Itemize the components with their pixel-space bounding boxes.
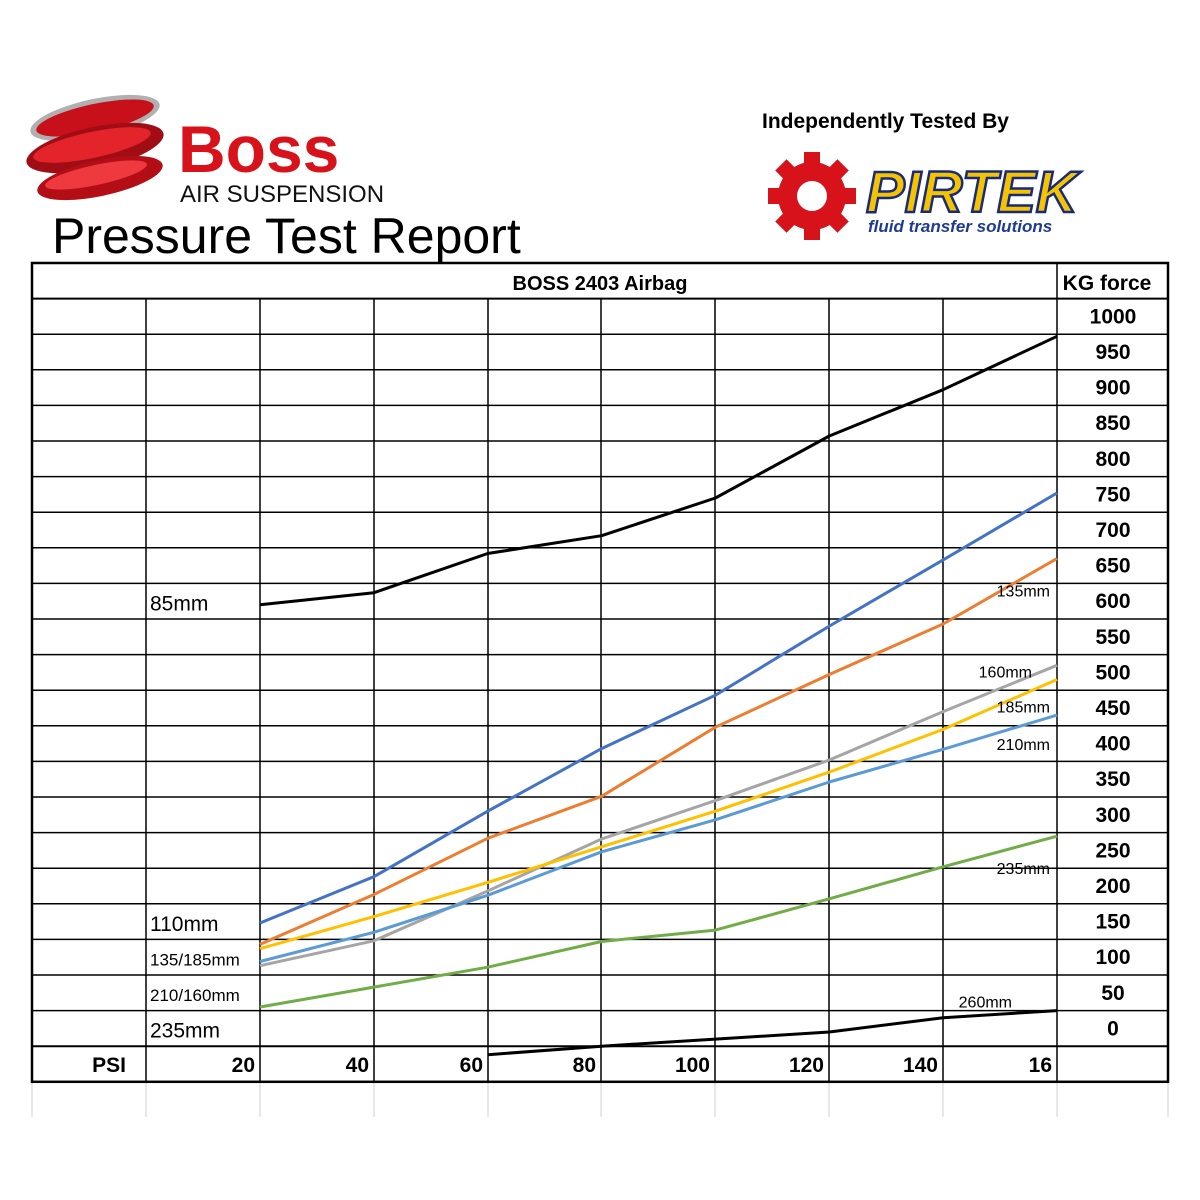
faint-grid-extension [31, 1081, 1169, 1117]
x-tick-label: 40 [346, 1054, 369, 1077]
left-label: 210/160mm [150, 986, 240, 1005]
y-tick-label: 450 [1095, 697, 1130, 720]
chart-grid [30, 261, 1170, 1084]
x-tick-label: 120 [789, 1054, 824, 1077]
left-label: 235mm [150, 1020, 220, 1043]
y-tick-label: 300 [1095, 804, 1130, 827]
pirtek-gear-icon [768, 152, 856, 240]
series-line [259, 678, 1058, 951]
y-tick-label: 650 [1095, 555, 1130, 578]
y-tick-labels: 1000950900850800750700650600550500450400… [1090, 305, 1137, 1040]
pirtek-logo-text: PIRTEK [866, 160, 1082, 225]
airbag-icon [26, 94, 164, 201]
table-border [30, 261, 1170, 1084]
series-label: 160mm [979, 664, 1032, 681]
pirtek-logo-sub: fluid transfer solutions [868, 217, 1052, 236]
y-tick-label: 950 [1095, 341, 1130, 364]
series-line [259, 663, 1058, 968]
y-tick-label: 400 [1095, 733, 1130, 756]
x-tick-label: 20 [232, 1054, 255, 1077]
y-tick-label: 150 [1095, 911, 1130, 934]
chart-title: BOSS 2403 Airbag [513, 273, 688, 295]
y-tick-label: 550 [1095, 626, 1130, 649]
left-label: 110mm [150, 913, 218, 936]
x-tick-label: 80 [573, 1054, 596, 1077]
x-axis-label: PSI [92, 1054, 126, 1077]
x-tick-label: 60 [460, 1054, 483, 1077]
series-line [259, 834, 1058, 1009]
boss-logo-text: Boss [178, 112, 339, 186]
x-tick-label: 140 [903, 1054, 938, 1077]
y-tick-label: 750 [1095, 483, 1130, 506]
y-tick-label: 800 [1095, 448, 1130, 471]
y-tick-label: 250 [1095, 839, 1130, 862]
left-label: 135/185mm [150, 950, 240, 969]
y-axis-label: KG force [1063, 272, 1152, 295]
page-title: Pressure Test Report [52, 208, 521, 264]
y-tick-label: 1000 [1090, 305, 1137, 328]
y-tick-label: 700 [1095, 519, 1130, 542]
boss-logo: Boss AIR SUSPENSION [26, 94, 384, 208]
series-label: 185mm [997, 700, 1050, 717]
boss-logo-sub: AIR SUSPENSION [180, 181, 384, 208]
series-label: 210mm [997, 737, 1050, 754]
y-tick-label: 200 [1095, 875, 1130, 898]
series-line [259, 491, 1058, 925]
y-tick-label: 50 [1101, 982, 1124, 1005]
left-labels: 85mm 110mm 135/185mm 210/160mm 235mm [150, 592, 240, 1042]
x-tick-label: 100 [675, 1054, 710, 1077]
series-line [259, 334, 1058, 607]
series-label: 235mm [997, 861, 1050, 878]
series-line [259, 557, 1058, 946]
y-tick-label: 600 [1095, 590, 1130, 613]
y-tick-label: 850 [1095, 412, 1130, 435]
series-line [487, 1009, 1058, 1057]
y-tick-label: 0 [1107, 1017, 1119, 1040]
x-tick-label: 16 [1029, 1054, 1052, 1077]
y-tick-label: 900 [1095, 377, 1130, 400]
tested-by-text: Independently Tested By [762, 110, 1009, 133]
pirtek-logo: PIRTEK fluid transfer solutions [768, 152, 1083, 240]
left-label: 85mm [150, 592, 208, 615]
series-labels: 135mm 160mm 185mm 210mm 235mm 260mm [959, 583, 1050, 1011]
y-tick-label: 500 [1095, 661, 1130, 684]
series-label: 135mm [997, 583, 1050, 600]
x-tick-labels: 20 40 60 80 100 120 140 16 [232, 1054, 1052, 1077]
y-tick-label: 350 [1095, 768, 1130, 791]
series-line [259, 713, 1058, 963]
series-label: 260mm [959, 995, 1012, 1012]
series-lines [259, 334, 1058, 1057]
y-tick-label: 100 [1095, 946, 1130, 969]
